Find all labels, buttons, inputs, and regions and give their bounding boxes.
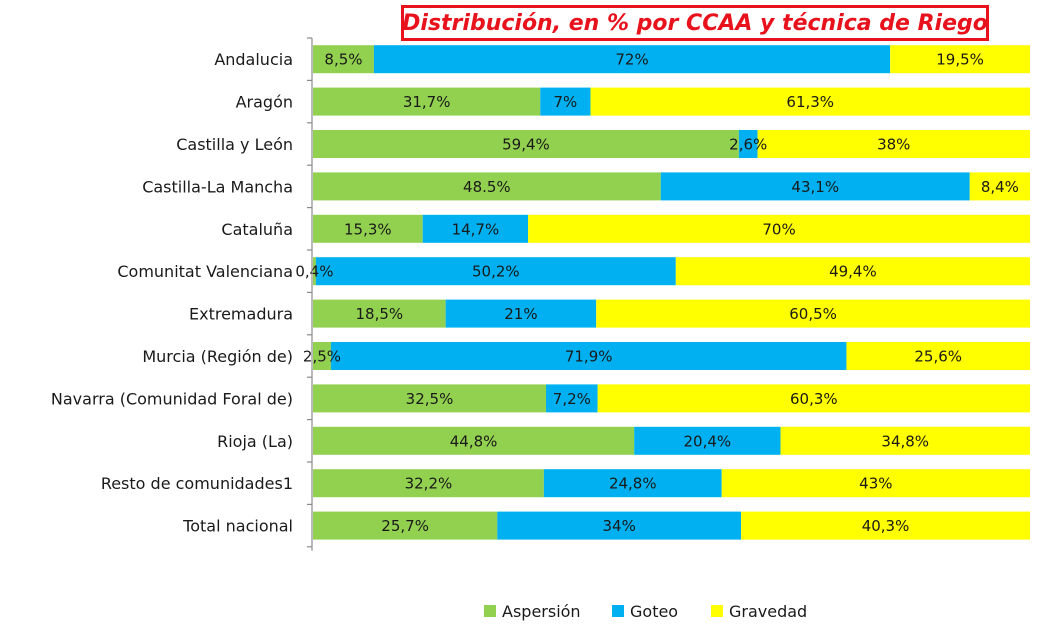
data-label-aspersión-4: 15,3% bbox=[344, 220, 392, 238]
data-label-aspersión-3: 48.5% bbox=[463, 178, 511, 196]
bar-goteo-2 bbox=[738, 130, 758, 158]
bar-goteo-11 bbox=[497, 511, 742, 540]
data-label-gravedad-10: 43% bbox=[859, 475, 892, 493]
category-label: Castilla y León bbox=[176, 135, 293, 154]
bar-aspersión-2 bbox=[313, 130, 739, 158]
bar-goteo-8 bbox=[546, 384, 598, 413]
data-label-aspersión-8: 32,5% bbox=[406, 390, 454, 408]
data-label-goteo-10: 24,8% bbox=[609, 475, 657, 493]
data-label-goteo-3: 43,1% bbox=[791, 178, 839, 196]
data-label-gravedad-1: 61,3% bbox=[786, 93, 834, 111]
data-label-gravedad-2: 38% bbox=[877, 136, 910, 154]
category-axis bbox=[307, 37, 313, 551]
data-label-gravedad-5: 49,4% bbox=[829, 263, 877, 281]
data-label-gravedad-6: 60,5% bbox=[789, 305, 837, 323]
bar-goteo-5 bbox=[315, 257, 676, 286]
bar-gravedad-4 bbox=[528, 214, 1030, 243]
legend-swatch-goteo bbox=[612, 605, 624, 617]
legend-label-aspersión: Aspersión bbox=[502, 602, 581, 621]
bar-goteo-4 bbox=[422, 214, 529, 243]
data-label-gravedad-8: 60,3% bbox=[790, 390, 838, 408]
bar-aspersión-7 bbox=[313, 342, 331, 370]
category-label: Total nacional bbox=[182, 517, 293, 536]
bar-aspersión-0 bbox=[313, 45, 374, 74]
bar-aspersión-11 bbox=[313, 511, 498, 540]
bar-aspersión-6 bbox=[313, 299, 446, 328]
bar-goteo-1 bbox=[540, 87, 591, 116]
data-label-aspersión-6: 18,5% bbox=[355, 305, 403, 323]
category-label: Resto de comunidades1 bbox=[101, 474, 293, 493]
category-label: Rioja (La) bbox=[217, 432, 293, 451]
data-label-gravedad-11: 40,3% bbox=[862, 517, 910, 535]
bar-aspersión-9 bbox=[313, 426, 635, 455]
category-label: Comunitat Valenciana bbox=[117, 262, 293, 281]
bar-aspersión-10 bbox=[313, 469, 544, 498]
data-labels-layer: 8,5% 72% 19,5% 31,7% 7% 61,3% 59,4% 2,6% 38% 48.5… bbox=[295, 51, 1019, 535]
category-label: Cataluña bbox=[221, 220, 293, 239]
bar-aspersión-4 bbox=[313, 214, 423, 243]
data-label-gravedad-4: 70% bbox=[762, 220, 795, 238]
category-label: Murcia (Región de) bbox=[142, 347, 293, 366]
category-label: Castilla-La Mancha bbox=[142, 177, 293, 196]
legend-swatch-gravedad bbox=[711, 605, 723, 617]
data-label-goteo-4: 14,7% bbox=[452, 220, 500, 238]
data-label-aspersión-11: 25,7% bbox=[381, 517, 429, 535]
data-label-gravedad-9: 34,8% bbox=[881, 432, 929, 450]
bar-gravedad-2 bbox=[757, 130, 1030, 158]
bar-aspersión-5 bbox=[313, 257, 316, 286]
category-label: Navarra (Comunidad Foral de) bbox=[51, 389, 293, 408]
bar-gravedad-3 bbox=[969, 172, 1030, 201]
data-label-gravedad-7: 25,6% bbox=[914, 348, 962, 366]
data-label-gravedad-3: 8,4% bbox=[981, 178, 1019, 196]
bar-gravedad-9 bbox=[780, 426, 1030, 455]
bar-aspersión-1 bbox=[313, 87, 541, 116]
bar-goteo-7 bbox=[330, 342, 847, 370]
data-label-goteo-11: 34% bbox=[602, 517, 635, 535]
data-label-aspersión-2: 59,4% bbox=[502, 136, 550, 154]
bar-goteo-3 bbox=[660, 172, 970, 201]
category-label: Extremadura bbox=[189, 305, 293, 324]
data-label-aspersión-9: 44,8% bbox=[450, 432, 498, 450]
bar-goteo-6 bbox=[445, 299, 597, 328]
bar-goteo-0 bbox=[373, 45, 891, 74]
bars-layer bbox=[313, 45, 1030, 540]
data-label-goteo-8: 7,2% bbox=[553, 390, 591, 408]
data-label-aspersión-0: 8,5% bbox=[324, 51, 362, 69]
data-label-goteo-6: 21% bbox=[504, 305, 537, 323]
data-label-goteo-9: 20,4% bbox=[684, 432, 732, 450]
legend: Aspersión Goteo Gravedad bbox=[484, 602, 807, 621]
data-label-aspersión-10: 32,2% bbox=[405, 475, 453, 493]
bar-goteo-9 bbox=[634, 426, 781, 455]
bar-gravedad-10 bbox=[721, 469, 1030, 498]
data-label-goteo-1: 7% bbox=[553, 93, 577, 111]
category-label: Andalucia bbox=[214, 50, 293, 69]
category-label: Aragón bbox=[236, 93, 293, 112]
legend-label-goteo: Goteo bbox=[630, 602, 678, 621]
bar-gravedad-8 bbox=[597, 384, 1030, 413]
bar-aspersión-8 bbox=[313, 384, 547, 413]
bar-gravedad-6 bbox=[596, 299, 1030, 328]
chart-title-box: Distribución, en % por CCAA y técnica de… bbox=[401, 5, 989, 41]
category-labels-layer: Andalucia Aragón Castilla y León Castilla-L… bbox=[51, 50, 293, 535]
bar-goteo-10 bbox=[543, 469, 722, 498]
data-label-gravedad-0: 19,5% bbox=[936, 51, 984, 69]
bar-gravedad-7 bbox=[846, 342, 1030, 370]
data-label-goteo-7: 71,9% bbox=[565, 348, 613, 366]
data-label-goteo-5: 50,2% bbox=[472, 263, 520, 281]
bar-gravedad-5 bbox=[675, 257, 1030, 286]
data-label-aspersión-7: 2,5% bbox=[303, 348, 341, 366]
bar-aspersión-3 bbox=[313, 172, 661, 201]
bar-gravedad-1 bbox=[590, 87, 1030, 116]
chart-title: Distribución, en % por CCAA y técnica de… bbox=[402, 10, 988, 36]
legend-swatch-aspersión bbox=[484, 605, 496, 617]
data-label-goteo-0: 72% bbox=[615, 51, 648, 69]
data-label-aspersión-5: 0,4% bbox=[295, 263, 333, 281]
bar-gravedad-0 bbox=[890, 45, 1030, 74]
legend-label-gravedad: Gravedad bbox=[729, 602, 807, 621]
data-label-goteo-2: 2,6% bbox=[729, 136, 767, 154]
bar-gravedad-11 bbox=[741, 511, 1030, 540]
data-label-aspersión-1: 31,7% bbox=[403, 93, 451, 111]
